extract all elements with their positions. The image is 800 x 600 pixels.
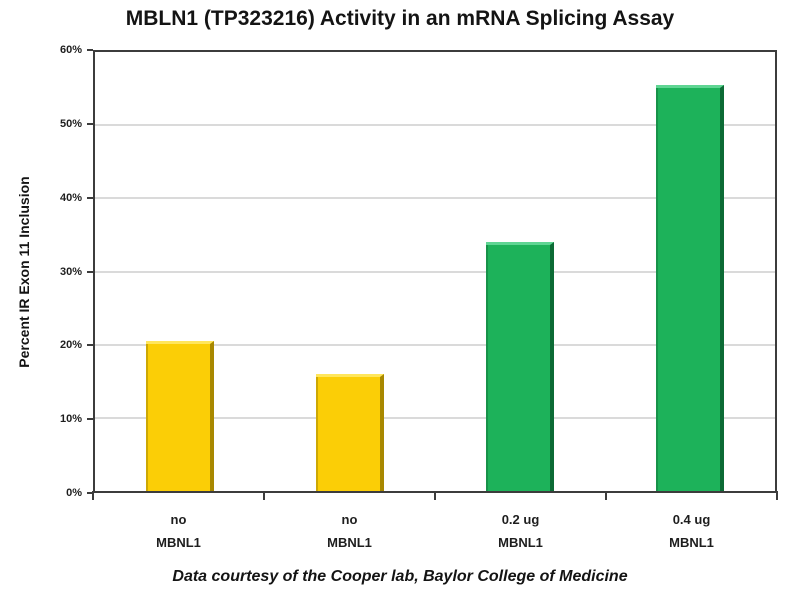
- x-category-label-line: MBNL1: [156, 535, 201, 550]
- y-tick-mark: [87, 270, 93, 273]
- y-tick-label: 40%: [59, 191, 82, 204]
- x-tick-mark: [263, 491, 265, 500]
- bar-4: [656, 84, 724, 491]
- plot-area: [93, 50, 777, 493]
- gridline: [95, 124, 775, 126]
- x-axis: no MBNL1 no MBNL1 0.2 ug MBNL1 0.4 ug MBNL1: [93, 508, 777, 560]
- bar-2: [316, 373, 384, 491]
- x-tick-mark: [605, 491, 607, 500]
- x-category-label: 0.2 ug MBNL1: [435, 508, 606, 554]
- gridline: [95, 197, 775, 199]
- gridline: [95, 344, 775, 346]
- y-tick-label: 20%: [59, 339, 82, 352]
- y-tick-label: 10%: [59, 413, 82, 426]
- y-tick-mark: [87, 418, 93, 421]
- y-tick-mark: [87, 196, 93, 199]
- y-tick-mark: [87, 49, 93, 51]
- y-tick-mark: [87, 122, 93, 125]
- y-tick-label: 0%: [66, 487, 82, 499]
- gridline: [95, 271, 775, 272]
- y-tick-label: 30%: [59, 265, 82, 278]
- gridline: [95, 417, 775, 419]
- x-category-label: 0.4 ug MBNL1: [606, 508, 777, 554]
- y-axis: 0% 10% 20% 30% 40% 50% 60%: [0, 44, 93, 499]
- y-tick-label: 60%: [59, 44, 82, 56]
- x-category-label: no MBNL1: [93, 508, 264, 554]
- x-tick-mark: [434, 491, 436, 500]
- x-category-label-line: 0.2 ug: [501, 512, 540, 527]
- x-category-label-line: MBNL1: [498, 535, 543, 550]
- x-category-label: no MBNL1: [264, 508, 435, 554]
- x-tick-mark: [92, 491, 94, 500]
- x-category-label-line: MBNL1: [327, 535, 372, 550]
- caption: Data courtesy of the Cooper lab, Baylor …: [172, 568, 628, 585]
- chart-title: MBLN1 (TP323216) Activity in an mRNA Spl…: [125, 7, 675, 30]
- y-tick-label: 50%: [59, 117, 82, 130]
- y-tick-mark: [87, 344, 93, 347]
- x-category-label-line: 0.4 ug: [672, 512, 711, 527]
- x-category-label-line: MBNL1: [669, 535, 714, 550]
- x-tick-mark: [776, 491, 778, 500]
- bar-1: [146, 341, 214, 491]
- y-tick-mark: [87, 492, 93, 494]
- x-category-label-line: no: [170, 512, 187, 527]
- bar-3: [486, 242, 554, 491]
- x-category-label-line: no: [341, 512, 358, 527]
